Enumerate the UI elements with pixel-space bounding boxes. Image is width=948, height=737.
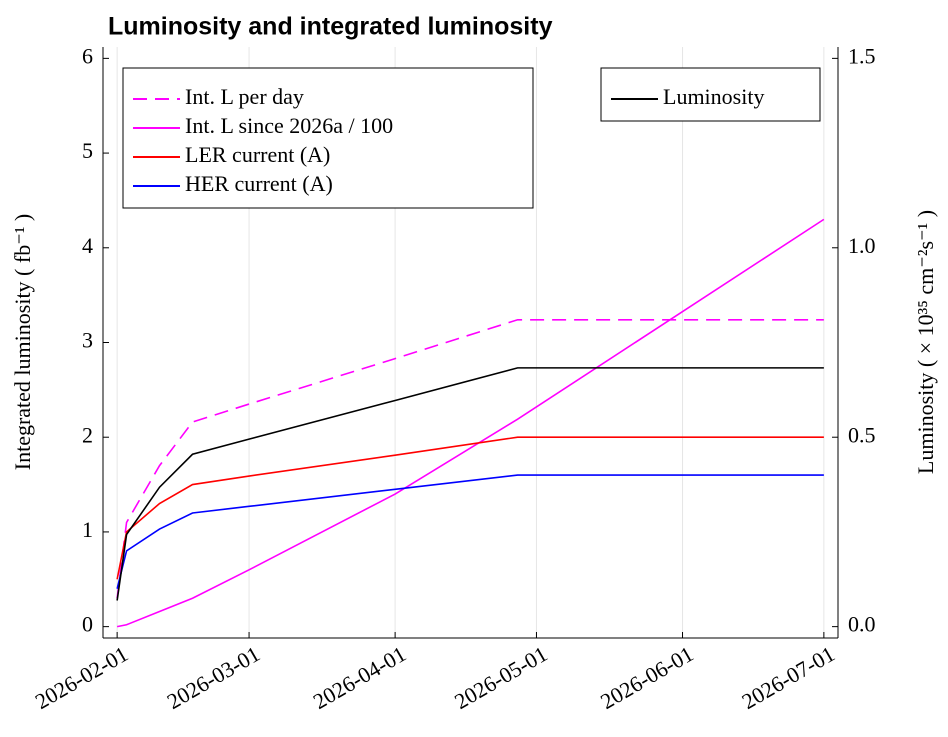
legend-label: HER current (A) [185, 171, 333, 196]
x-tick-label: 2026-04-01 [309, 641, 410, 714]
y2-tick-label: 1.5 [848, 43, 876, 68]
y-tick-label: 1 [82, 517, 93, 542]
y-tick-label: 6 [82, 43, 93, 68]
data-line [116, 218, 825, 628]
x-tick-label: 2026-03-01 [163, 641, 264, 714]
data-line [116, 318, 824, 599]
legend-label: Luminosity [663, 84, 764, 109]
y2-tick-label: 0.5 [848, 422, 876, 447]
legend-box [122, 67, 534, 209]
x-tick-label: 2026-06-01 [596, 641, 697, 714]
legend-label: LER current (A) [185, 142, 330, 167]
y-tick-label: 4 [82, 233, 93, 258]
y2-tick-label: 0.0 [848, 612, 876, 637]
y-tick-label: 2 [82, 422, 93, 447]
legend-label: Int. L per day [185, 84, 304, 109]
data-line [116, 474, 824, 589]
x-tick-label: 2026-07-01 [737, 641, 838, 714]
y-tick-label: 5 [82, 138, 93, 163]
data-line [116, 436, 824, 580]
y2-axis-label: Luminosity ( × 10³⁵ cm⁻²s⁻¹ ) [913, 210, 938, 474]
chart-title: Luminosity and integrated luminosity [108, 13, 553, 41]
y2-tick-label: 1.0 [848, 233, 876, 258]
y-tick-label: 0 [82, 612, 93, 637]
x-tick-label: 2026-02-01 [31, 641, 132, 714]
y-tick-label: 3 [82, 328, 93, 353]
x-tick-label: 2026-05-01 [450, 641, 551, 714]
y-axis-label: Integrated luminosity ( fb⁻¹ ) [10, 214, 35, 470]
legend-box [600, 67, 821, 122]
data-line [116, 367, 824, 601]
legend-label: Int. L since 2026a / 100 [185, 113, 393, 138]
